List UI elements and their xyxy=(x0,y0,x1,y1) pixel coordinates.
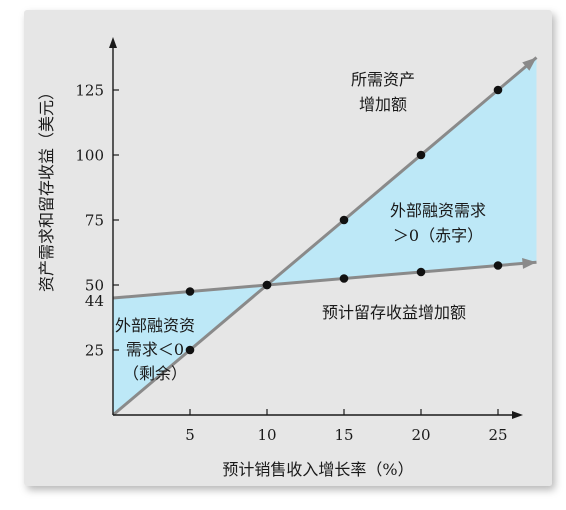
x-tick-label: 10 xyxy=(257,426,276,444)
series-lines xyxy=(112,56,538,417)
data-point xyxy=(416,267,426,277)
x-tick-label: 15 xyxy=(334,426,353,444)
x-tick-label: 20 xyxy=(411,426,430,444)
y-tick-label: 44 xyxy=(85,292,104,310)
retained-earnings-line xyxy=(112,260,537,300)
x-axis-title: 预计销售收入增长率（%） xyxy=(222,460,413,479)
y-axis-arrowhead xyxy=(109,37,117,48)
annotation-line: 外部融资需求 xyxy=(390,201,486,220)
label-external-financing-deficit: 外部融资需求 ＞0（赤字） xyxy=(390,201,486,245)
y-tick-label: 25 xyxy=(85,342,104,360)
x-axis-arrowhead xyxy=(512,411,523,419)
y-tick-label: 125 xyxy=(75,82,104,100)
data-point xyxy=(339,274,349,283)
data-point xyxy=(493,85,503,95)
x-tick-label: 5 xyxy=(185,426,195,444)
x-tick-label: 25 xyxy=(488,426,507,444)
annotation-line: 所需资产 xyxy=(351,70,415,89)
y-tick-label: 100 xyxy=(75,147,104,165)
data-point xyxy=(339,215,349,225)
label-retained-earnings: 预计留存收益增加额 xyxy=(322,303,466,322)
data-points xyxy=(185,85,503,355)
y-tick-label: 75 xyxy=(85,212,104,230)
annotation-line: 需求＜0 xyxy=(126,340,184,359)
required-assets-line xyxy=(112,56,538,417)
annotation-line: （剩余） xyxy=(123,364,187,383)
y-axis-title: 资产需求和留存收益（美元） xyxy=(37,84,56,292)
annotation-line: 增加额 xyxy=(359,95,407,114)
data-point xyxy=(262,280,272,290)
label-required-assets: 所需资产增加额 xyxy=(351,70,415,114)
annotation-line: 外部融资资 xyxy=(115,316,195,335)
retained-earnings-arrowhead xyxy=(522,257,537,269)
y-tick-label: 50 xyxy=(85,277,104,295)
label-external-financing-surplus: 外部融资资需求＜0 （剩余） xyxy=(115,316,195,383)
data-point xyxy=(493,261,503,270)
data-point xyxy=(185,287,195,296)
annotation-line: ＞0（赤字） xyxy=(393,226,483,245)
axes xyxy=(109,37,523,419)
required-assets-arrowhead xyxy=(522,57,537,71)
annotation-line: 预计留存收益增加额 xyxy=(322,303,466,322)
data-point xyxy=(185,345,195,355)
data-point xyxy=(416,150,426,160)
